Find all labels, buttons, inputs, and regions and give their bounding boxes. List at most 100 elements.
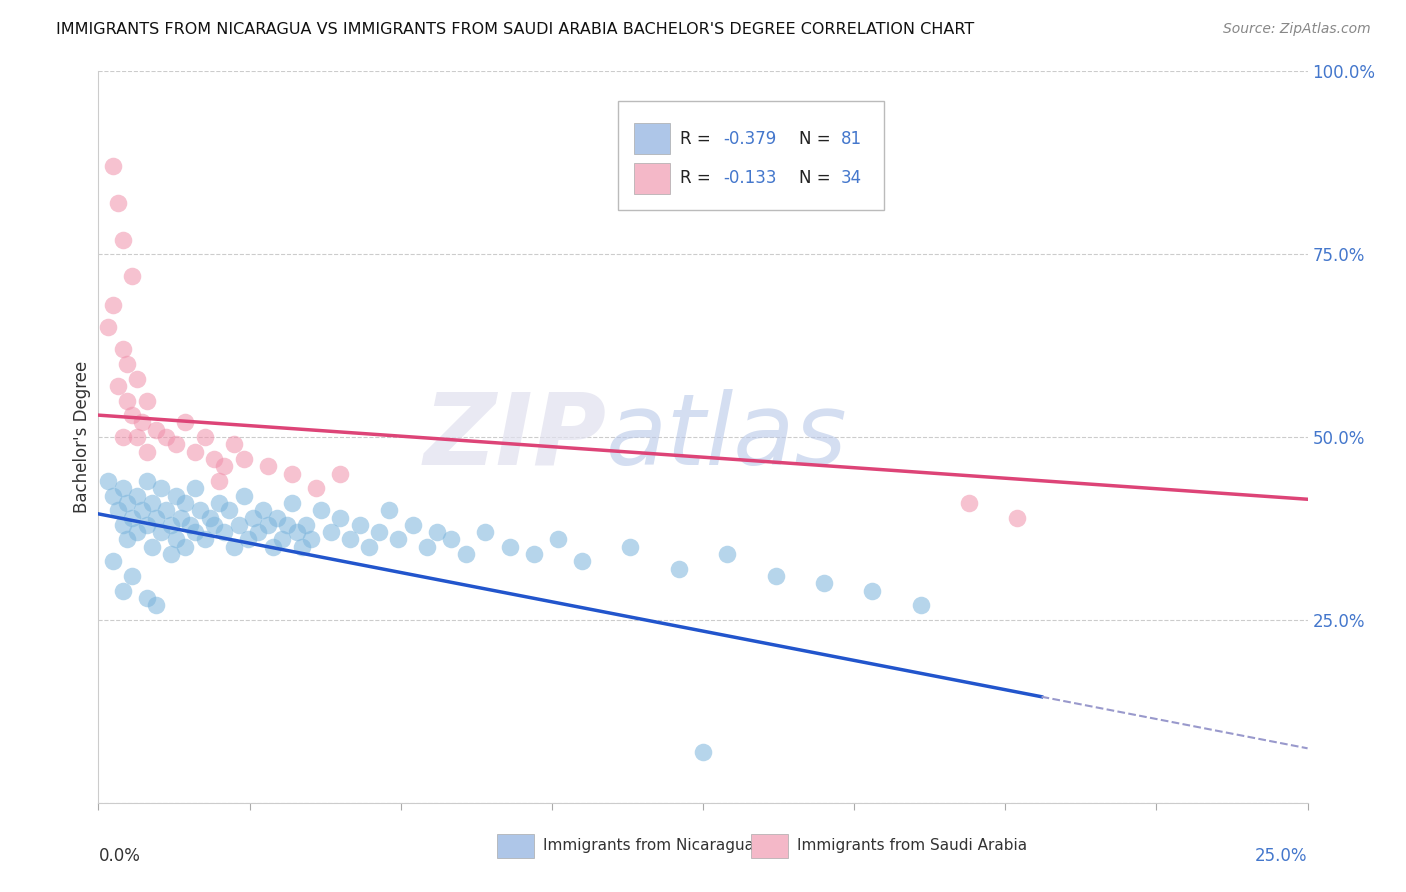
- Point: [135, 591, 157, 605]
- FancyBboxPatch shape: [751, 833, 787, 858]
- Point: [101, 554, 124, 568]
- Point: [765, 569, 787, 583]
- Point: [440, 533, 463, 547]
- Point: [692, 745, 714, 759]
- Point: [212, 459, 235, 474]
- Point: [127, 489, 149, 503]
- Point: [266, 510, 288, 524]
- Point: [107, 196, 129, 211]
- Point: [145, 599, 167, 613]
- Point: [218, 503, 240, 517]
- Text: Source: ZipAtlas.com: Source: ZipAtlas.com: [1223, 22, 1371, 37]
- Point: [101, 489, 124, 503]
- Point: [194, 533, 217, 547]
- Point: [194, 430, 217, 444]
- Point: [204, 517, 226, 532]
- Point: [174, 540, 197, 554]
- Point: [454, 547, 477, 561]
- Point: [97, 320, 120, 334]
- Point: [145, 423, 167, 437]
- Point: [160, 517, 183, 532]
- Text: 25.0%: 25.0%: [1256, 847, 1308, 864]
- Point: [377, 503, 399, 517]
- Point: [523, 547, 546, 561]
- Point: [571, 554, 593, 568]
- Text: N =: N =: [799, 129, 835, 148]
- Point: [498, 540, 520, 554]
- Point: [813, 576, 835, 591]
- Point: [276, 517, 298, 532]
- Point: [155, 430, 177, 444]
- Point: [155, 503, 177, 517]
- Point: [174, 416, 197, 430]
- Point: [111, 430, 134, 444]
- Point: [131, 503, 153, 517]
- Point: [204, 452, 226, 467]
- Point: [131, 416, 153, 430]
- Point: [198, 510, 221, 524]
- FancyBboxPatch shape: [634, 163, 671, 194]
- Point: [121, 569, 143, 583]
- Point: [135, 517, 157, 532]
- Point: [295, 517, 318, 532]
- Point: [1007, 510, 1029, 524]
- Point: [127, 525, 149, 540]
- Point: [111, 233, 134, 247]
- FancyBboxPatch shape: [634, 123, 671, 154]
- Text: N =: N =: [799, 169, 835, 187]
- Point: [474, 525, 496, 540]
- Point: [150, 481, 173, 495]
- Point: [111, 517, 134, 532]
- Text: 81: 81: [841, 129, 862, 148]
- Point: [247, 525, 270, 540]
- Point: [387, 533, 409, 547]
- Point: [179, 517, 201, 532]
- Point: [232, 452, 254, 467]
- Point: [101, 160, 124, 174]
- Point: [117, 496, 139, 510]
- Point: [135, 393, 157, 408]
- Point: [619, 540, 641, 554]
- Point: [416, 540, 439, 554]
- Point: [910, 599, 932, 613]
- Point: [319, 525, 342, 540]
- Point: [290, 540, 312, 554]
- Text: -0.379: -0.379: [724, 129, 776, 148]
- Text: atlas: atlas: [606, 389, 848, 485]
- Point: [150, 525, 173, 540]
- Point: [111, 481, 134, 495]
- Point: [184, 481, 207, 495]
- Point: [165, 437, 187, 451]
- Point: [135, 444, 157, 458]
- Point: [208, 474, 231, 488]
- Point: [141, 540, 163, 554]
- Point: [127, 371, 149, 385]
- Text: R =: R =: [681, 129, 716, 148]
- Point: [165, 533, 187, 547]
- Point: [188, 503, 211, 517]
- Point: [299, 533, 322, 547]
- Point: [101, 298, 124, 312]
- Point: [359, 540, 381, 554]
- Text: R =: R =: [681, 169, 716, 187]
- Point: [222, 437, 245, 451]
- Point: [212, 525, 235, 540]
- Text: -0.133: -0.133: [724, 169, 778, 187]
- Point: [145, 510, 167, 524]
- Point: [107, 503, 129, 517]
- Text: Immigrants from Saudi Arabia: Immigrants from Saudi Arabia: [797, 838, 1028, 854]
- Point: [262, 540, 284, 554]
- Point: [860, 583, 883, 598]
- Point: [329, 467, 352, 481]
- Point: [368, 525, 391, 540]
- Point: [174, 496, 197, 510]
- Point: [232, 489, 254, 503]
- Point: [121, 510, 143, 524]
- Point: [184, 444, 207, 458]
- Point: [117, 393, 139, 408]
- Point: [121, 269, 143, 284]
- Point: [228, 517, 250, 532]
- Text: ZIP: ZIP: [423, 389, 606, 485]
- Point: [305, 481, 328, 495]
- Point: [426, 525, 449, 540]
